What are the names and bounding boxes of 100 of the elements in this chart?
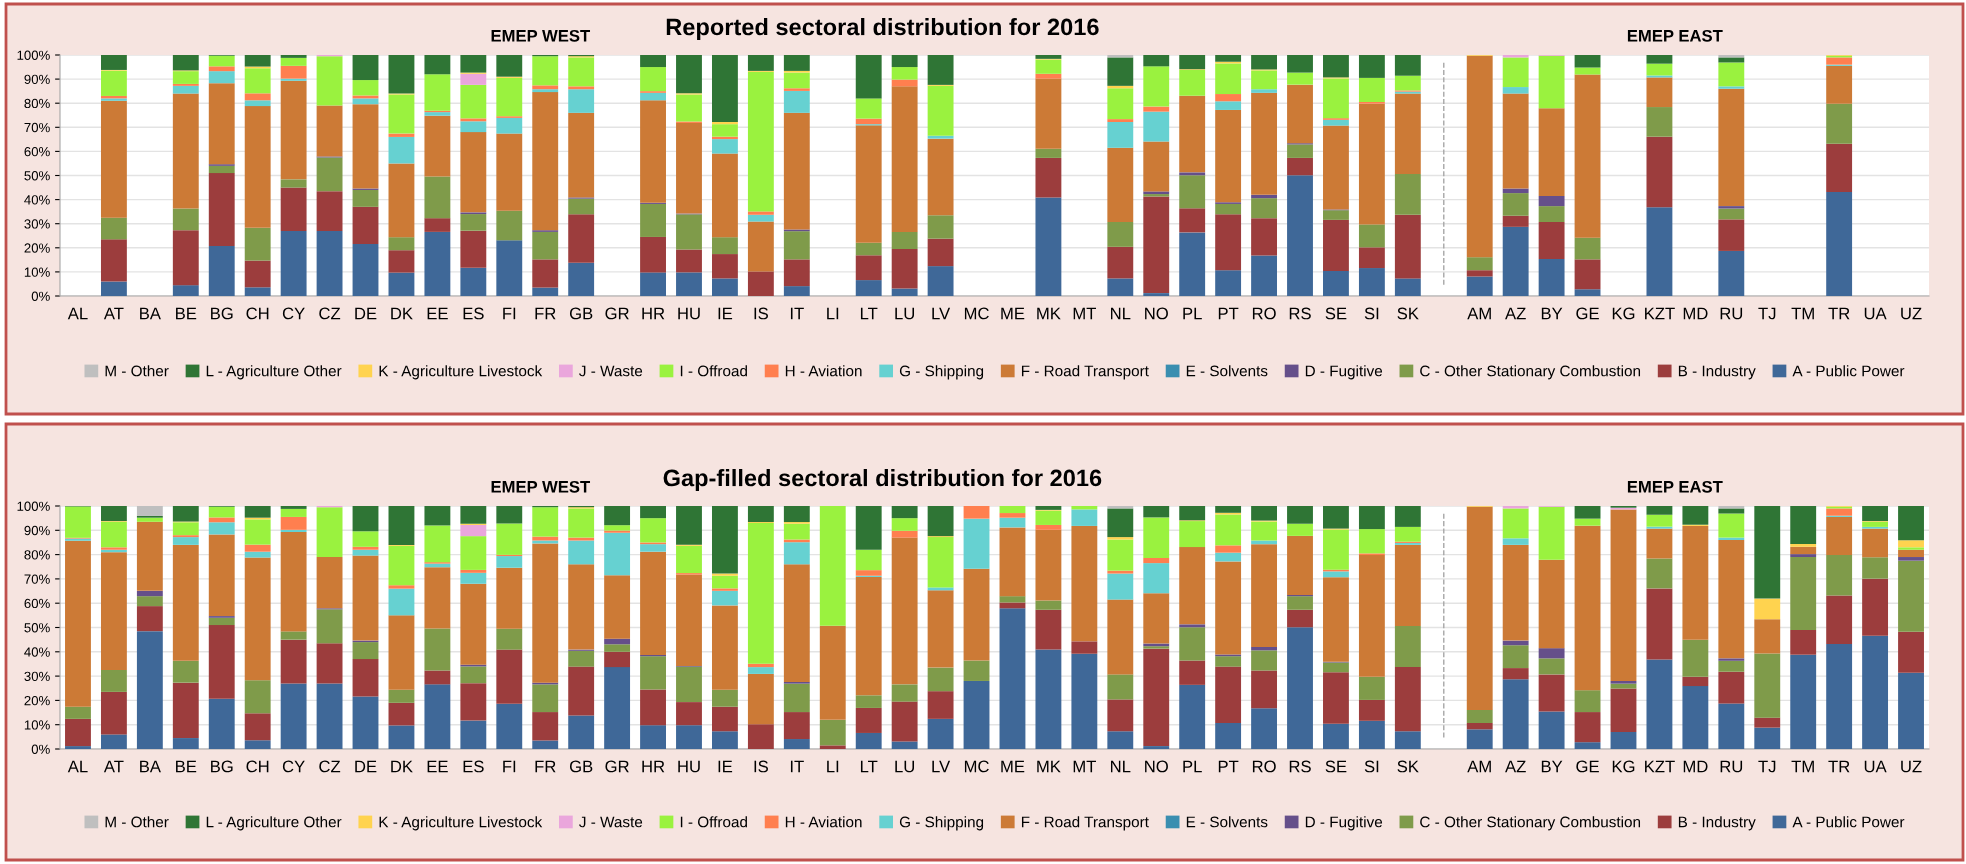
x-tick-label: CY [282, 307, 305, 320]
y-tick-label: 30% [24, 671, 50, 682]
legend-label: G - Shipping [899, 365, 984, 380]
x-tick-label: FR [535, 307, 556, 320]
x-tick-label: BG [211, 307, 233, 320]
y-tick-label: 0% [31, 291, 50, 301]
x-tick-label: MK [1037, 760, 1061, 773]
chart-title: Gap-filled sectoral distribution for 2016 [663, 468, 1102, 491]
legend-label: C - Other Stationary Combustion [1420, 365, 1641, 380]
x-tick-label: AZ [1505, 307, 1526, 320]
x-tick-label: HR [642, 307, 665, 320]
x-tick-label: BA [140, 307, 161, 320]
x-tick-label: GE [1576, 760, 1599, 773]
x-tick-label: CY [282, 760, 305, 773]
x-tick-label: KZT [1645, 760, 1675, 773]
x-tick-label: SE [1325, 760, 1347, 773]
legend-label: H - Aviation [785, 365, 862, 377]
y-tick-label: 90% [24, 74, 50, 85]
y-tick-label: 30% [24, 219, 50, 229]
x-tick-label: DK [391, 760, 413, 773]
text: EMEP EAST [1627, 29, 1723, 42]
x-tick-label: ME [1001, 307, 1025, 320]
x-tick-label: SK [1397, 760, 1419, 773]
x-tick-label: CZ [319, 760, 341, 773]
x-tick-label: UZ [1901, 307, 1922, 320]
x-tick-label: RU [1720, 760, 1743, 773]
y-tick-label: 70% [24, 122, 50, 133]
x-tick-label: TR [1828, 760, 1850, 773]
x-tick-label: HU [678, 307, 700, 320]
x-tick-label: SI [1364, 760, 1379, 773]
legend-label: F - Road Transport [1021, 816, 1149, 831]
legend-label: L - Agriculture Other [206, 365, 342, 380]
x-tick-label: SI [1364, 307, 1379, 320]
x-tick-label: EE [427, 307, 448, 320]
x-tick-label: BG [211, 760, 233, 773]
x-tick-label: NO [1145, 307, 1168, 320]
legend-label: E - Solvents [1186, 365, 1268, 377]
x-tick-label: EE [427, 760, 448, 773]
x-tick-label: NL [1111, 760, 1131, 773]
x-tick-label: DE [355, 760, 377, 773]
x-tick-label: AM [1467, 307, 1491, 320]
x-tick-label: MD [1683, 307, 1708, 320]
legend-label: J - Waste [579, 816, 643, 828]
x-tick-label: LT [860, 307, 878, 320]
legend-label: H - Aviation [785, 816, 862, 828]
legend-label: E - Solvents [1186, 816, 1268, 828]
x-tick-label: GE [1576, 307, 1599, 320]
legend-label: M - Other [105, 816, 169, 828]
legend-label: K - Agriculture Livestock [379, 365, 543, 380]
x-tick-label: TJ [1758, 760, 1776, 773]
x-tick-label: LV [932, 307, 951, 320]
x-tick-label: HU [678, 760, 700, 773]
x-tick-label: PL [1183, 760, 1202, 773]
x-tick-label: GR [605, 760, 629, 773]
x-tick-label: GR [605, 307, 629, 320]
y-tick-label: 10% [24, 267, 50, 277]
legend-label: G - Shipping [899, 816, 984, 831]
x-tick-label: LI [827, 760, 839, 773]
x-tick-label: UA [1864, 760, 1887, 773]
chart-title: Reported sectoral distribution for 2016 [666, 18, 1099, 40]
x-tick-label: IT [790, 307, 804, 320]
x-tick-label: CZ [319, 307, 341, 320]
x-tick-label: PT [1218, 760, 1239, 773]
x-tick-label: DE [355, 307, 377, 320]
x-tick-label: NO [1145, 760, 1168, 773]
x-tick-label: FI [503, 760, 516, 773]
x-tick-label: IT [790, 760, 804, 773]
x-tick-label: GB [569, 760, 593, 773]
legend-label: J - Waste [579, 365, 643, 377]
x-tick-label: AL [67, 760, 88, 773]
x-tick-label: AT [103, 307, 124, 320]
legend-label: A - Public Power [1792, 365, 1905, 377]
x-tick-label: GB [569, 307, 593, 320]
x-tick-label: IS [754, 760, 768, 773]
x-tick-label: HR [642, 760, 665, 773]
legend-label: B - Industry [1678, 816, 1756, 831]
text: EMEP WEST [491, 480, 591, 493]
y-tick-label: 60% [24, 598, 50, 609]
x-tick-label: RU [1720, 307, 1743, 320]
y-tick-label: 50% [24, 171, 50, 181]
text: EMEP WEST [491, 29, 591, 42]
y-tick-label: 80% [24, 98, 50, 109]
x-tick-label: LV [932, 760, 951, 773]
y-tick-label: 60% [24, 146, 50, 157]
x-tick-label: CH [246, 307, 269, 320]
y-tick-label: 90% [24, 525, 50, 536]
x-tick-label: PT [1218, 307, 1239, 320]
x-tick-label: MK [1037, 307, 1061, 320]
text: EMEP EAST [1627, 480, 1723, 493]
x-tick-label: LT [860, 760, 878, 773]
x-tick-label: TJ [1758, 307, 1776, 320]
y-tick-label: 0% [31, 744, 50, 754]
x-tick-label: MT [1073, 760, 1097, 773]
x-tick-label: MC [964, 760, 989, 773]
legend-label: C - Other Stationary Combustion [1420, 816, 1641, 831]
y-tick-label: 10% [24, 720, 50, 730]
x-tick-label: IE [718, 307, 733, 320]
x-tick-label: KG [1612, 760, 1635, 773]
x-tick-label: AT [103, 760, 124, 773]
x-tick-label: MC [964, 307, 989, 320]
